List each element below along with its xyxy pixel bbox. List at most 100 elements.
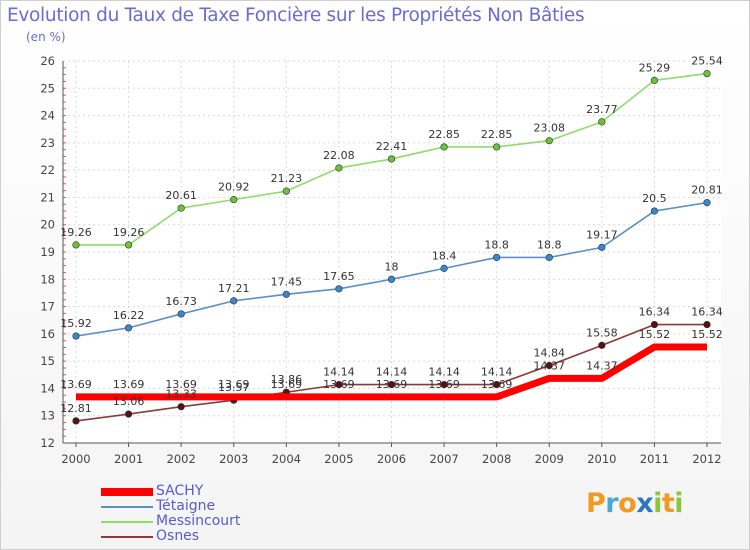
data-point: [545, 253, 553, 262]
data-label: 14.84: [534, 347, 566, 360]
data-point: [493, 143, 501, 151]
logo-letter: x: [636, 488, 654, 519]
data-label: 14.14: [481, 366, 513, 379]
data-label: 25.54: [691, 55, 723, 68]
data-label: 13.69: [218, 378, 250, 391]
x-tick-label: 2012: [692, 452, 721, 466]
legend-swatch: [101, 488, 153, 496]
logo-letter: P: [586, 488, 606, 519]
x-tick-label: 2000: [61, 452, 90, 466]
data-point: [440, 381, 448, 389]
data-point: [124, 241, 133, 249]
y-tick-label: 20: [40, 218, 55, 232]
legend-swatch: [101, 536, 153, 538]
legend-label: Messincourt: [156, 513, 241, 529]
y-tick-label: 21: [40, 190, 55, 204]
y-tick-label: 18: [40, 272, 55, 286]
data-label: 13.69: [113, 378, 145, 391]
x-tick-label: 2003: [219, 452, 248, 466]
data-point: [703, 69, 711, 78]
data-point: [72, 417, 80, 425]
data-label: 13.69: [481, 378, 513, 391]
data-point: [650, 76, 659, 84]
data-label: 13.69: [60, 378, 92, 391]
legend-swatch: [101, 521, 153, 523]
data-label: 18.8: [537, 238, 562, 251]
y-tick-label: 22: [40, 163, 55, 177]
data-point: [387, 155, 396, 163]
data-label: 14.14: [428, 366, 460, 379]
data-label: 16.73: [165, 295, 197, 308]
logo-letter: t: [661, 488, 675, 519]
data-label: 22.08: [323, 149, 355, 162]
logo-letter: o: [618, 488, 637, 519]
legend-label: Tétaigne: [156, 498, 216, 514]
data-label: 20.81: [691, 184, 723, 197]
data-point: [703, 199, 711, 207]
data-label: 18.8: [484, 238, 509, 251]
data-label: 23.77: [586, 103, 618, 116]
data-point: [230, 297, 238, 305]
data-point: [72, 332, 80, 340]
data-label: 20.5: [642, 192, 667, 205]
data-label: 13.33: [165, 388, 197, 401]
x-tick-label: 2007: [429, 452, 458, 466]
x-tick-label: 2010: [587, 452, 616, 466]
data-point: [440, 264, 448, 272]
data-point: [387, 381, 396, 389]
chart-title: Evolution du Taux de Taxe Foncière sur l…: [7, 5, 585, 26]
x-tick-label: 2006: [377, 452, 406, 466]
data-point: [493, 253, 501, 262]
data-label: 13.86: [271, 373, 303, 386]
data-point: [545, 361, 553, 370]
y-axis-label: (en %): [26, 30, 66, 44]
data-point: [493, 381, 501, 389]
data-label: 20.61: [165, 189, 197, 202]
x-tick-label: 2004: [272, 452, 301, 466]
data-point: [545, 137, 553, 145]
data-label: 22.41: [376, 140, 408, 153]
data-label: 14.37: [534, 359, 566, 372]
x-tick-label: 2011: [640, 452, 669, 466]
data-point: [335, 381, 343, 389]
data-point: [598, 243, 606, 251]
data-label: 25.29: [639, 61, 671, 74]
data-label: 14.14: [323, 366, 355, 379]
data-point: [124, 324, 133, 332]
x-tick-label: 2002: [167, 452, 196, 466]
x-tick-label: 2009: [535, 452, 564, 466]
data-label: 13.69: [271, 378, 303, 391]
data-point: [598, 118, 606, 126]
proxiti-logo: Proxiti: [586, 488, 684, 519]
x-tick-label: 2001: [114, 452, 143, 466]
data-label: 16.34: [639, 306, 671, 319]
legend-label: SACHY: [156, 483, 204, 499]
data-label: 13.69: [376, 378, 408, 391]
data-point: [650, 207, 659, 215]
y-tick-label: 13: [40, 409, 55, 423]
data-label: 14.37: [586, 359, 618, 372]
data-label: 22.85: [481, 128, 513, 141]
data-label: 19.17: [586, 228, 618, 241]
data-label: 13.69: [323, 378, 355, 391]
data-label: 13.69: [428, 378, 460, 391]
logo-letter: i: [653, 488, 662, 519]
data-label: 15.92: [60, 317, 92, 330]
data-point: [598, 341, 606, 349]
data-point: [335, 285, 343, 293]
data-label: 12.81: [60, 402, 92, 415]
data-label: 15.58: [586, 326, 618, 339]
data-label: 19.26: [60, 226, 92, 239]
y-tick-label: 25: [40, 81, 55, 95]
data-label: 17.65: [323, 270, 355, 283]
data-label: 13.57: [218, 381, 250, 394]
y-tick-label: 15: [40, 354, 55, 368]
data-point: [335, 164, 343, 172]
y-tick-label: 19: [40, 245, 55, 259]
y-tick-label: 16: [40, 327, 55, 341]
logo-letter: r: [605, 488, 619, 519]
data-label: 15.52: [639, 328, 671, 341]
data-label: 20.92: [218, 181, 250, 194]
legend-label: Osnes: [156, 528, 200, 544]
data-label: 19.26: [113, 226, 145, 239]
